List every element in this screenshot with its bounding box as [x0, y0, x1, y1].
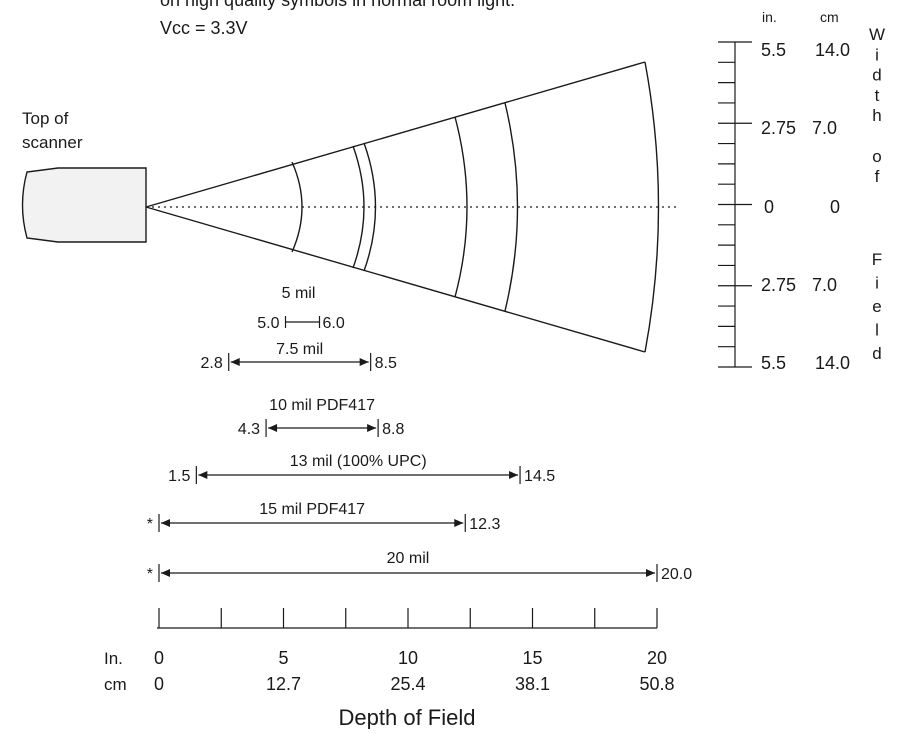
width-in-value: 5.5: [761, 40, 786, 60]
width-row-4: 5.5 14.0: [761, 353, 850, 373]
range-5: * 20.0 20 mil: [147, 550, 692, 583]
range-start-label: *: [147, 566, 153, 583]
width-cm-value: 14.0: [815, 353, 850, 373]
width-label-letter: i: [875, 45, 879, 64]
width-row-2: 0 0: [764, 197, 840, 217]
cone-bottom-edge: [145, 206, 646, 353]
range-end-arrow: [367, 424, 377, 432]
range-start-label: 2.8: [200, 355, 222, 372]
width-label-letter: f: [875, 167, 880, 186]
range-1: 2.8 8.5 7.5 mil: [200, 341, 397, 372]
range-start-label: 4.3: [238, 421, 260, 438]
depth-tick-label-cm: 38.1: [515, 674, 550, 694]
width-label-letter: F: [872, 250, 882, 269]
range-start-label: 5.0: [257, 315, 279, 332]
range-name: 10 mil PDF417: [269, 397, 375, 414]
range-start-arrow: [268, 424, 278, 432]
width-ticks: [718, 41, 752, 368]
width-unit-in: in.: [762, 9, 777, 25]
depth-axis-ticks: [158, 608, 658, 628]
width-row-3: 2.75 7.0: [761, 275, 837, 295]
range-end-label: 8.8: [382, 421, 404, 438]
width-row-1: 2.75 7.0: [761, 118, 837, 138]
range-start-arrow: [198, 471, 208, 479]
range-2: 4.3 8.8 10 mil PDF417: [238, 397, 405, 438]
range-0: 5.0 6.0 5 mil: [257, 285, 345, 332]
width-label-letter: e: [872, 297, 881, 316]
scanner-head-icon: [21, 167, 147, 243]
depth-unit-in: In.: [104, 649, 123, 668]
width-label-letter: i: [875, 274, 879, 293]
range-3: 1.5 14.5 13 mil (100% UPC): [168, 453, 555, 485]
width-label-letter: d: [872, 344, 881, 363]
depth-axis: In. cm 0 5 10 15 20 0 12.7 25.4 38.1 50.8 Depth o…: [104, 608, 675, 730]
cone-top-edge: [145, 61, 646, 208]
width-label-letter: W: [869, 25, 885, 44]
width-label-letter: t: [875, 86, 880, 105]
range-start-arrow: [161, 519, 170, 527]
cone-arc-12-3: [454, 116, 468, 298]
depth-tick-label-cm: 25.4: [390, 674, 425, 694]
range-end-arrow: [509, 471, 519, 479]
range-name: 20 mil: [387, 550, 430, 567]
depth-unit-cm: cm: [104, 675, 127, 694]
range-start-label: 1.5: [168, 468, 190, 485]
width-label-letter: h: [872, 106, 881, 125]
width-label-letter: d: [872, 66, 881, 85]
range-end-arrow: [454, 519, 464, 527]
width-in-value: 5.5: [761, 353, 786, 373]
width-cm-value: 7.0: [812, 118, 837, 138]
depth-axis-title: Depth of Field: [339, 705, 476, 729]
scanner-label-line-2: scanner: [22, 133, 83, 152]
depth-tick-label-in: 20: [647, 648, 667, 668]
cone-arc-14-5: [504, 102, 519, 312]
width-in-value: 2.75: [761, 275, 796, 295]
depth-tick-label-cm: 0: [154, 674, 164, 694]
scan-cone: [145, 61, 680, 353]
width-label-letter: o: [872, 147, 881, 166]
range-end-arrow: [359, 358, 369, 366]
scanner-label-line-1: Top of: [22, 109, 69, 128]
header-line-2: Vcc = 3.3V: [160, 18, 248, 38]
range-end-label: 12.3: [469, 516, 500, 533]
depth-tick-label-in: 10: [398, 648, 418, 668]
width-cm-value: 7.0: [812, 275, 837, 295]
range-end-label: 14.5: [524, 468, 555, 485]
range-start-arrow: [230, 358, 240, 366]
depth-ranges: 5.0 6.0 5 mil 2.8 8.5 7.5 mil 4.3 8.8 10 mil PDF…: [147, 285, 692, 583]
cone-outer-arc: [644, 61, 660, 353]
depth-tick-label-in: 0: [154, 648, 164, 668]
range-end-arrow: [646, 569, 655, 577]
width-in-value: 2.75: [761, 118, 796, 138]
range-end-label: 8.5: [375, 355, 397, 372]
depth-tick-label-cm: 12.7: [266, 674, 301, 694]
range-name: 5 mil: [282, 285, 316, 302]
range-name: 15 mil PDF417: [259, 501, 365, 518]
width-scale: in. cm 5.5 14.0 2.75 7.0 0 0 2.75 7.0 5.…: [718, 9, 885, 373]
range-end-label: 20.0: [661, 566, 692, 583]
width-cm-value: 0: [830, 197, 840, 217]
depth-tick-label-in: 5: [278, 648, 288, 668]
header-line-1: on high quality symbols in normal room l…: [160, 0, 515, 10]
width-cm-value: 14.0: [815, 40, 850, 60]
width-label-letter: l: [875, 321, 879, 340]
range-start-arrow: [161, 569, 170, 577]
depth-tick-label-cm: 50.8: [639, 674, 674, 694]
range-end-label: 6.0: [323, 315, 345, 332]
width-in-value: 0: [764, 197, 774, 217]
range-4: * 12.3 15 mil PDF417: [147, 501, 501, 533]
width-row-0: 5.5 14.0: [761, 40, 850, 60]
range-name: 13 mil (100% UPC): [290, 453, 427, 470]
width-unit-cm: cm: [820, 9, 839, 25]
range-start-label: *: [147, 516, 153, 533]
depth-tick-labels: 0 5 10 15 20 0 12.7 25.4 38.1 50.8: [154, 648, 675, 694]
depth-tick-label-in: 15: [522, 648, 542, 668]
range-name: 7.5 mil: [276, 341, 323, 358]
